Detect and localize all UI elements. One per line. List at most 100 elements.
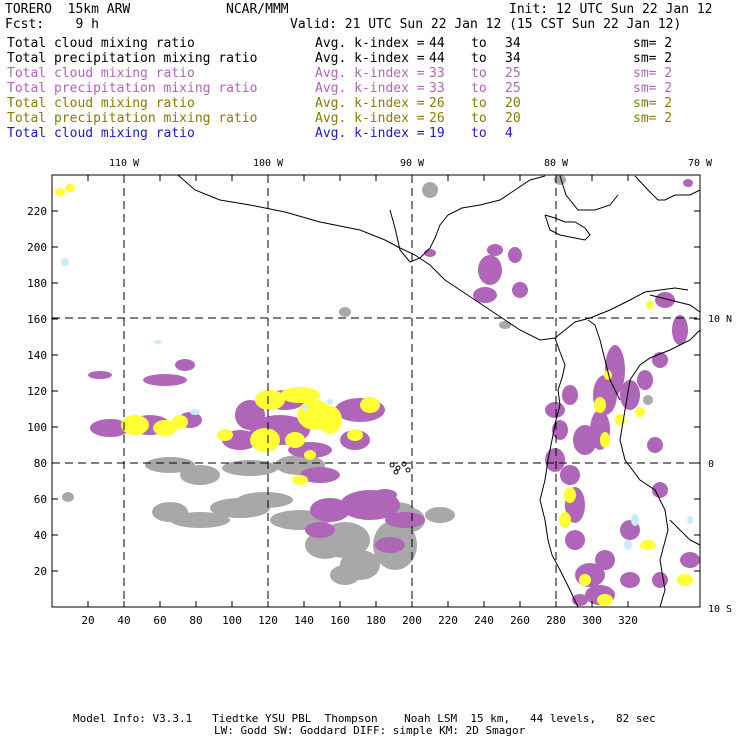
y-tick-label: 100 xyxy=(27,421,47,434)
galapagos-island xyxy=(401,461,407,467)
legend-to-word: to xyxy=(471,51,487,66)
y-tick-label: 180 xyxy=(27,277,47,290)
legend-to: 4 xyxy=(505,126,513,141)
legend-to-word: to xyxy=(471,81,487,96)
x-tick-label: 200 xyxy=(402,614,422,627)
cloud-gray-region xyxy=(180,465,220,485)
legend-to: 25 xyxy=(505,66,521,81)
x-tick-label: 180 xyxy=(366,614,386,627)
cloud-magenta-region xyxy=(90,419,130,437)
cloud-magenta-region xyxy=(88,371,112,379)
cloud-magenta-region xyxy=(143,374,187,386)
cloud-magenta-region xyxy=(605,345,625,395)
cloud-yellow-region xyxy=(172,415,188,429)
galapagos-island xyxy=(395,465,401,471)
legend-from: 33 xyxy=(429,66,445,81)
cloud-yellow-region xyxy=(677,574,693,586)
longitude-label: 110 W xyxy=(109,158,140,169)
legend-field: Total precipitation mixing ratio xyxy=(7,51,258,66)
cloud-yellow-region xyxy=(304,450,316,460)
cloud-yellow-region xyxy=(604,370,612,380)
cloud-yellow-region xyxy=(600,432,610,448)
cloud-magenta-region xyxy=(620,380,640,410)
legend-kindex: Avg. k-index = xyxy=(315,51,433,66)
legend-row: Total cloud mixing ratio Avg. k-index = 4… xyxy=(7,36,707,51)
legend-field: Total precipitation mixing ratio xyxy=(7,81,258,96)
cloud-yellow-region xyxy=(285,432,305,448)
cloud-magenta-region xyxy=(175,359,195,371)
cloud-magenta-region xyxy=(487,244,503,256)
cloud-magenta-region xyxy=(545,402,565,418)
latitude-label: 10 N xyxy=(708,314,732,325)
x-tick-label: 280 xyxy=(546,614,566,627)
legend-kindex: Avg. k-index = xyxy=(315,96,433,111)
cloud-yellow-region xyxy=(280,387,320,403)
cloud-magenta-region xyxy=(652,572,668,588)
x-tick-label: 320 xyxy=(618,614,638,627)
x-tick-label: 300 xyxy=(582,614,602,627)
legend-to-word: to xyxy=(471,111,487,126)
valid-time: Valid: 21 UTC Sun 22 Jan 12 (15 CST Sun … xyxy=(290,17,682,32)
axis-ticks xyxy=(52,175,700,607)
cloud-gray-region xyxy=(222,460,278,476)
cloud-yellow-region xyxy=(635,407,645,417)
coastline xyxy=(619,329,701,608)
cloud-magenta-region xyxy=(655,292,675,308)
cloud-magenta-region xyxy=(310,498,350,522)
lat-lon-grid xyxy=(52,175,700,607)
legend-row: Total cloud mixing ratio Avg. k-index = 2… xyxy=(7,96,707,111)
legend-field: Total cloud mixing ratio xyxy=(7,96,195,111)
cloud-magenta-region xyxy=(508,247,522,263)
y-tick-label: 80 xyxy=(34,457,47,470)
legend-sm: sm= 2 xyxy=(633,81,673,96)
legend-row: Total cloud mixing ratio Avg. k-index = 3… xyxy=(7,66,707,81)
cloud-yellow-region xyxy=(65,184,75,192)
cloud-gray-region xyxy=(170,512,230,528)
galapagos-island xyxy=(405,467,411,473)
cloud-cyan-region xyxy=(687,516,693,524)
x-tick-label: 120 xyxy=(258,614,278,627)
cloud-yellow-region xyxy=(559,512,571,528)
coastline xyxy=(669,519,701,546)
x-tick-label: 240 xyxy=(474,614,494,627)
cloud-yellow-region xyxy=(153,420,177,436)
legend-field: Total cloud mixing ratio xyxy=(7,126,195,141)
cloud-yellow-region xyxy=(594,397,606,413)
legend-field: Total cloud mixing ratio xyxy=(7,36,195,51)
cloud-yellow-region xyxy=(255,390,285,410)
cloud-magenta-region xyxy=(512,282,528,298)
cloud-magenta-region xyxy=(560,465,580,485)
legend-from: 33 xyxy=(429,81,445,96)
legend-to-word: to xyxy=(471,36,487,51)
cloud-cyan-region xyxy=(61,258,69,266)
physics-info: LW: Godd SW: Goddard DIFF: simple KM: 2D… xyxy=(214,724,526,737)
legend-from: 44 xyxy=(429,51,445,66)
legend-to-word: to xyxy=(471,96,487,111)
cloud-magenta-region xyxy=(562,385,578,405)
forecast-hour: Fcst: 9 h xyxy=(5,17,99,32)
cloud-yellow-region xyxy=(250,428,280,452)
cloud-yellow-region xyxy=(360,397,380,413)
x-tick-label: 160 xyxy=(330,614,350,627)
longitude-label: 80 W xyxy=(544,158,569,169)
cloud-magenta-region xyxy=(373,489,397,501)
cloud-magenta-region xyxy=(595,550,615,570)
cloud-magenta-region xyxy=(305,522,335,538)
cloud-yellow-region xyxy=(318,406,342,434)
cloud-magenta-region xyxy=(652,482,668,498)
cloud-cyan-region xyxy=(154,340,162,344)
legend-sm: sm= 2 xyxy=(633,36,673,51)
coastline xyxy=(389,175,546,263)
longitude-label: 70 W xyxy=(688,158,713,169)
cloud-gray-region xyxy=(145,457,195,473)
cloud-magenta-region xyxy=(565,530,585,550)
cloud-yellow-region xyxy=(579,574,591,586)
cloud-yellow-region xyxy=(55,188,65,196)
cloud-yellow-region xyxy=(646,301,654,309)
legend-from: 26 xyxy=(429,96,445,111)
cloud-yellow-region xyxy=(292,475,308,485)
legend-field: Total cloud mixing ratio xyxy=(7,66,195,81)
cloud-magenta-region xyxy=(545,448,565,472)
longitude-label: 90 W xyxy=(400,158,425,169)
cloud-cyan-region xyxy=(624,540,632,550)
